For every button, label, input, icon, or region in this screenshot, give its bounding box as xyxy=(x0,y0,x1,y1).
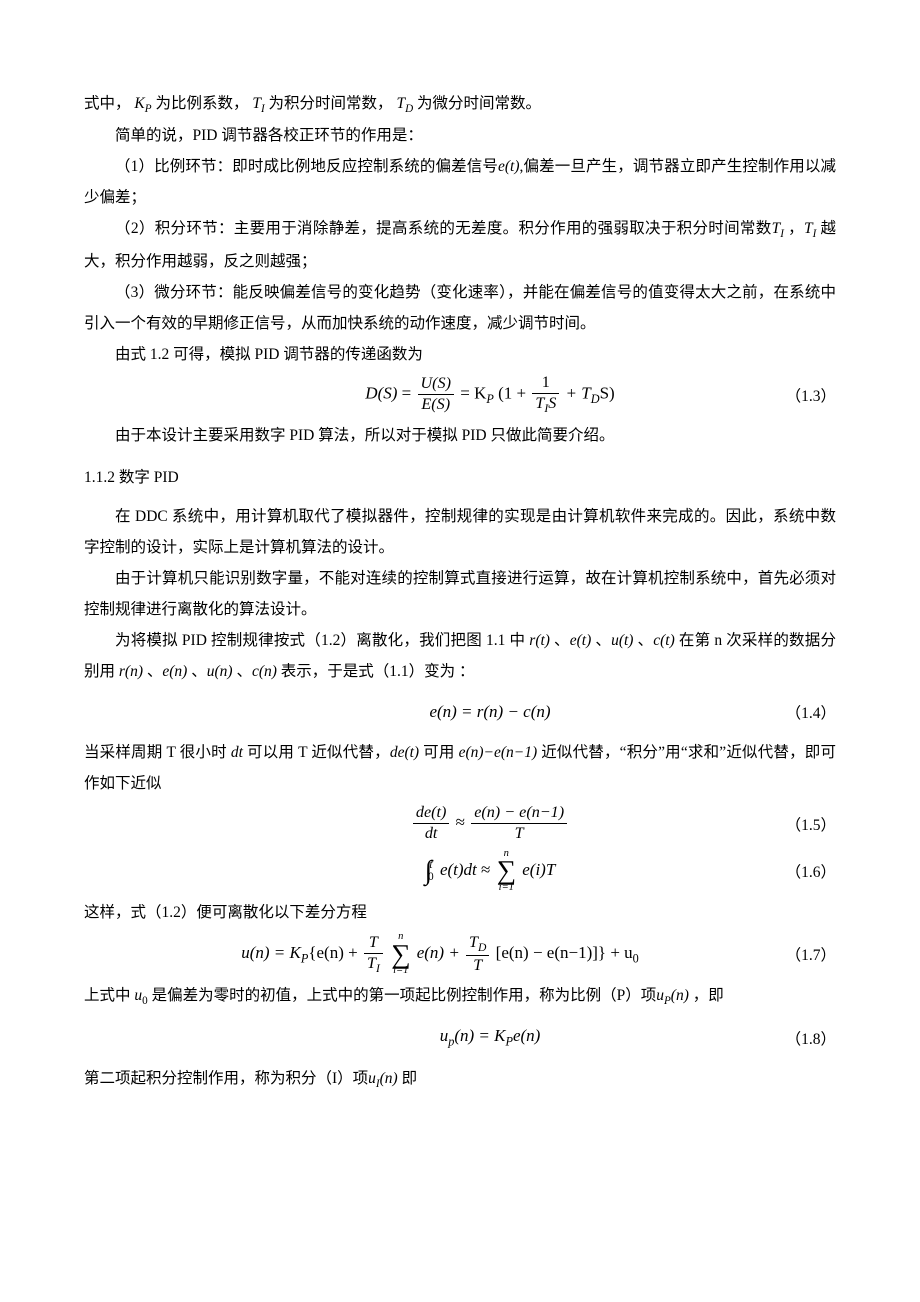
var-ti2: TI xyxy=(804,220,816,237)
var-up: uP(n) xyxy=(656,987,689,1004)
paragraph-difference-eq: 这样，式（1.2）便可离散化以下差分方程 xyxy=(84,897,836,928)
text: 可以用 T 近似代替， xyxy=(243,744,390,761)
paragraph-i-term: 第二项起积分控制作用，称为积分（I）项uI(n) 即 xyxy=(84,1063,836,1095)
var-kp: KP xyxy=(134,95,151,112)
text: 第二项起积分控制作用，称为积分（I）项 xyxy=(84,1070,368,1087)
text: 、 xyxy=(187,663,206,680)
var-rn: r(n) xyxy=(119,663,143,680)
paragraph-summary: 简单的说，PID 调节器各校正环节的作用是： xyxy=(84,120,836,151)
text: 为微分时间常数。 xyxy=(417,95,541,112)
var-dt: dt xyxy=(231,744,243,761)
equation-body: e(n) = r(n) − c(n) xyxy=(244,702,736,722)
text: 是偏差为零时的初值，上式中的第一项起比例控制作用，称为比例（P）项 xyxy=(148,987,657,1004)
var-u0: u0 xyxy=(134,987,147,1004)
paragraph-digital-note: 由于本设计主要采用数字 PID 算法，所以对于模拟 PID 只做此简要介绍。 xyxy=(84,420,836,451)
equation-1-6: ∫t0 e(t)dt ≈ n∑i=1 e(i)T （1.6） xyxy=(84,849,836,893)
paragraph-item-2: （2）积分环节：主要用于消除静差，提高系统的无差度。积分作用的强弱取决于积分时间… xyxy=(84,213,836,276)
var-et: e(t) xyxy=(570,632,592,649)
text: 、 xyxy=(633,632,653,649)
equation-1-5: de(t)dt ≈ e(n) − e(n−1)T （1.5） xyxy=(84,803,836,845)
paragraph-discrete: 由于计算机只能识别数字量，不能对连续的控制算式直接进行运算，故在计算机控制系统中… xyxy=(84,563,836,625)
document-page: 式中， KP 为比例系数， TI 为积分时间常数， TD 为微分时间常数。 简单… xyxy=(0,0,920,1302)
text: ，即 xyxy=(689,987,724,1004)
equation-number: （1.8） xyxy=(736,1027,836,1049)
var-ut: u(t) xyxy=(611,632,633,649)
equation-body: up(n) = KPe(n) xyxy=(244,1026,736,1049)
text: 即 xyxy=(398,1070,417,1087)
var-td: TD xyxy=(396,95,413,112)
var-ct: c(t) xyxy=(653,632,675,649)
text: （1）比例环节：即时成比例地反应控制系统的偏差信号 xyxy=(115,158,498,175)
equation-number: （1.7） xyxy=(736,943,836,965)
equation-body: u(n) = KP{e(n) + TTI n∑i=1 e(n) + TDT [e… xyxy=(144,932,736,976)
paragraph-item-1: （1）比例环节：即时成比例地反应控制系统的偏差信号e(t),偏差一旦产生，调节器… xyxy=(84,151,836,213)
text: 、 xyxy=(550,632,570,649)
var-cn: c(n) xyxy=(252,663,277,680)
equation-1-3: D(S) = U(S)E(S) = KP (1 + 1TIS + TDS) （1… xyxy=(84,374,836,416)
equation-body: de(t)dt ≈ e(n) − e(n−1)T xyxy=(244,804,736,843)
paragraph-coeff-defs: 式中， KP 为比例系数， TI 为积分时间常数， TD 为微分时间常数。 xyxy=(84,88,836,120)
text: 表示，于是式（1.1）变为 ： xyxy=(277,663,475,680)
equation-body: D(S) = U(S)E(S) = KP (1 + 1TIS + TDS) xyxy=(244,374,736,415)
paragraph-discretize-vars: 为将模拟 PID 控制规律按式（1.2）离散化，我们把图 1.1 中 r(t) … xyxy=(84,625,836,687)
text: 为比例系数， xyxy=(155,95,248,112)
var-ui: uI(n) xyxy=(368,1070,398,1087)
var-det: de(t) xyxy=(390,744,419,761)
text: 为积分时间常数， xyxy=(269,95,393,112)
paragraph-u0-p-term: 上式中 u0 是偏差为零时的初值，上式中的第一项起比例控制作用，称为比例（P）项… xyxy=(84,980,836,1012)
equation-1-7: u(n) = KP{e(n) + TTI n∑i=1 e(n) + TDT [e… xyxy=(84,932,836,976)
text: 、 xyxy=(233,663,252,680)
text: 式中， xyxy=(84,95,131,112)
equation-number: （1.5） xyxy=(736,813,836,835)
text: 、 xyxy=(591,632,611,649)
var-diff: e(n)−e(n−1) xyxy=(459,744,538,761)
paragraph-approx: 当采样周期 T 很小时 dt 可以用 T 近似代替，de(t) 可用 e(n)−… xyxy=(84,737,836,799)
paragraph-item-3: （3）微分环节：能反映偏差信号的变化趋势（变化速率），并能在偏差信号的值变得太大… xyxy=(84,277,836,339)
text: （2）积分环节：主要用于消除静差，提高系统的无差度。积分作用的强弱取决于积分时间… xyxy=(115,220,772,237)
var-un: u(n) xyxy=(207,663,233,680)
equation-number: （1.3） xyxy=(736,384,836,406)
text: 、 xyxy=(143,663,162,680)
var-en: e(n) xyxy=(162,663,187,680)
text: 可用 xyxy=(419,744,459,761)
equation-body: ∫t0 e(t)dt ≈ n∑i=1 e(i)T xyxy=(244,849,736,893)
equation-1-8: up(n) = KPe(n) （1.8） xyxy=(84,1017,836,1059)
var-ti: TI xyxy=(252,95,264,112)
paragraph-ddc: 在 DDC 系统中，用计算机取代了模拟器件，控制规律的实现是由计算机软件来完成的… xyxy=(84,501,836,563)
text: 当采样周期 T 很小时 xyxy=(84,744,231,761)
equation-number: （1.4） xyxy=(736,701,836,723)
var-rt: r(t) xyxy=(529,632,550,649)
var-et: e(t) xyxy=(498,158,520,175)
text: 为将模拟 PID 控制规律按式（1.2）离散化，我们把图 1.1 中 xyxy=(115,632,529,649)
equation-number: （1.6） xyxy=(736,860,836,882)
text: 上式中 xyxy=(84,987,134,1004)
paragraph-transfer-fn: 由式 1.2 可得，模拟 PID 调节器的传递函数为 xyxy=(84,339,836,370)
text: ， xyxy=(784,220,804,237)
var-ti1: TI xyxy=(772,220,784,237)
section-heading-1-1-2: 1.1.2 数字 PID xyxy=(84,465,836,487)
equation-1-4: e(n) = r(n) − c(n) （1.4） xyxy=(84,691,836,733)
